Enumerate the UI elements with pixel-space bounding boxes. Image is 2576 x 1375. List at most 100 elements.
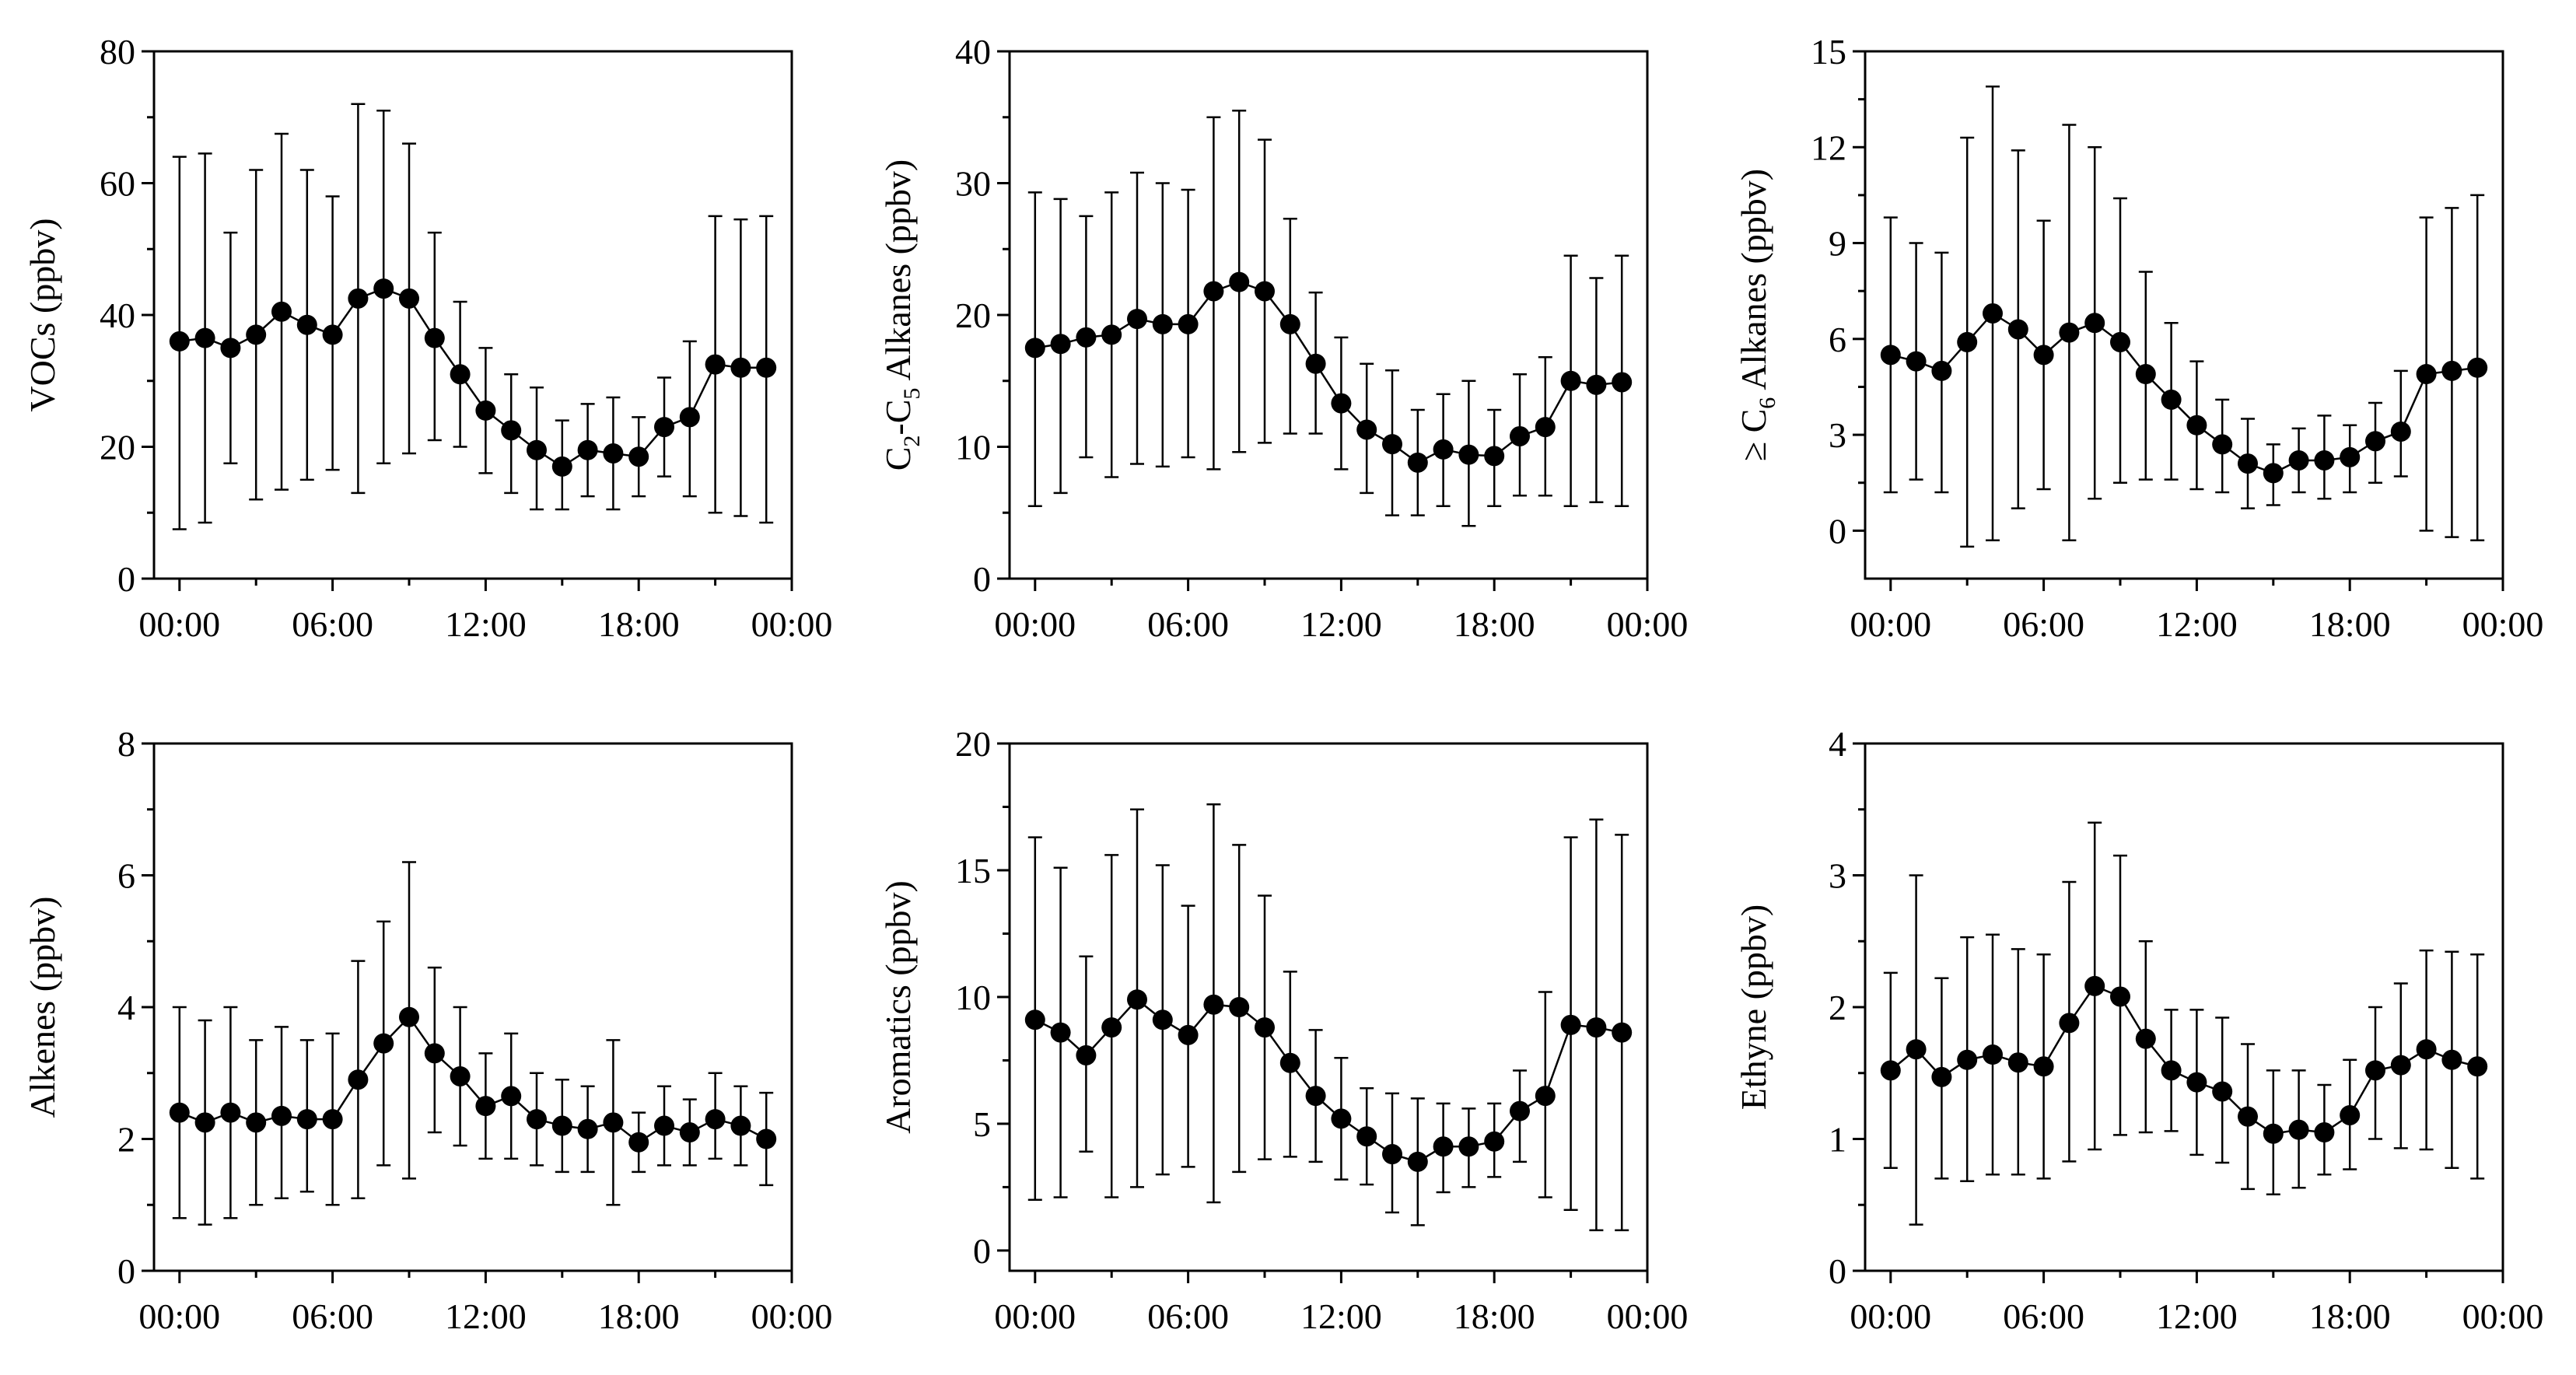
data-point [2365,1060,2385,1081]
data-point [2467,357,2488,378]
data-point [399,288,419,309]
data-point [527,439,547,460]
series-line [1890,312,2478,474]
data-point [2314,1122,2335,1143]
data-point [1127,309,1147,330]
data-point [2007,319,2028,340]
data-point [603,443,624,464]
y-tick-label: 10 [955,978,991,1017]
data-point [2110,331,2130,352]
data-point [1957,1049,1978,1070]
data-point [2390,1055,2411,1076]
data-point [246,324,267,345]
data-point [1279,313,1300,334]
data-point [679,1122,700,1143]
y-tick-label: 15 [955,851,991,890]
y-tick-label: 6 [1829,320,1846,359]
data-point [1178,313,1199,334]
data-point [1050,1022,1071,1043]
data-point [1957,331,1978,352]
data-point [1356,419,1377,440]
data-point [450,1065,471,1086]
data-point [2263,463,2284,484]
data-point [1024,338,1045,359]
data-point [1880,345,1901,366]
data-point [322,1109,343,1130]
x-tick-label: 00:00 [751,1296,833,1336]
y-tick-label: 0 [117,1251,135,1291]
data-point [1050,334,1071,355]
data-point [2084,975,2105,996]
y-tick-label: 40 [955,32,991,72]
x-tick-label: 00:00 [1607,1296,1689,1336]
data-point [475,400,496,421]
data-point [424,327,445,348]
data-point [730,357,751,378]
x-tick-label: 00:00 [751,604,833,644]
data-point [603,1112,624,1133]
data-point [2314,450,2335,471]
data-point [1484,1131,1505,1152]
plot-frame [1008,742,1649,1272]
data-point [2340,1104,2361,1125]
data-point [322,324,343,345]
data-point [1458,1136,1479,1157]
data-point [1101,324,1122,345]
data-point [1612,1022,1633,1043]
data-point [501,420,522,441]
panel-4: 0 2 4 6 8 00:00 06:00 12:00 18:00 00:00 Alkenes (p… [23,724,832,1336]
x-tick-label: 06:00 [2003,604,2084,644]
data-point [1510,425,1530,446]
data-point [1407,1151,1428,1172]
y-tick-label: 80 [100,32,135,72]
data-point [348,1069,369,1090]
data-point [296,314,317,335]
data-point [1203,994,1224,1015]
x-tick-label: 00:00 [2462,1296,2544,1336]
x-tick-label: 00:00 [1607,604,1689,644]
data-point [2135,1028,2156,1049]
plot-frame [1864,742,2504,1272]
data-point [2161,389,2182,410]
data-point [296,1109,317,1130]
data-point [551,1115,572,1136]
panel-5: 0 5 10 15 20 00:00 06:00 12:00 18:00 00:00 Aromati… [878,724,1688,1336]
data-point [2441,360,2462,381]
x-tick-label: 00:00 [994,1296,1076,1336]
x-tick-label: 06:00 [2003,1296,2084,1336]
x-tick-label: 00:00 [994,604,1076,644]
y-tick-label: 4 [117,988,135,1027]
data-point [271,301,292,322]
data-point [2033,1056,2054,1077]
x-tick-label: 06:00 [292,1296,373,1336]
x-tick-label: 12:00 [2156,604,2238,644]
data-point [2263,1123,2284,1144]
data-point [373,1033,394,1054]
data-point [2212,1081,2233,1102]
series-line [179,287,767,468]
data-point [1560,370,1581,391]
x-tick-label: 18:00 [1454,604,1535,644]
data-point [2059,322,2080,343]
data-point [1178,1024,1199,1045]
data-point [194,1112,215,1133]
data-point [1880,1060,1901,1081]
data-point [1586,374,1607,395]
data-point [730,1115,751,1136]
x-tick-label: 18:00 [598,604,680,644]
y-axis-label: VOCs (ppbv) [23,218,62,411]
data-point [1983,303,2003,324]
x-tick-label: 06:00 [1147,1296,1229,1336]
x-tick-label: 00:00 [1850,604,1931,644]
x-tick-label: 12:00 [1300,604,1382,644]
series-line [1034,998,1622,1163]
y-tick-label: 12 [1811,128,1846,167]
data-point [373,278,394,299]
data-point [2288,450,2309,471]
data-point [756,357,777,378]
data-point [2084,313,2105,334]
data-point [2110,986,2130,1007]
data-point [1203,281,1224,302]
data-point [1906,1039,1927,1060]
data-point [1279,1052,1300,1073]
